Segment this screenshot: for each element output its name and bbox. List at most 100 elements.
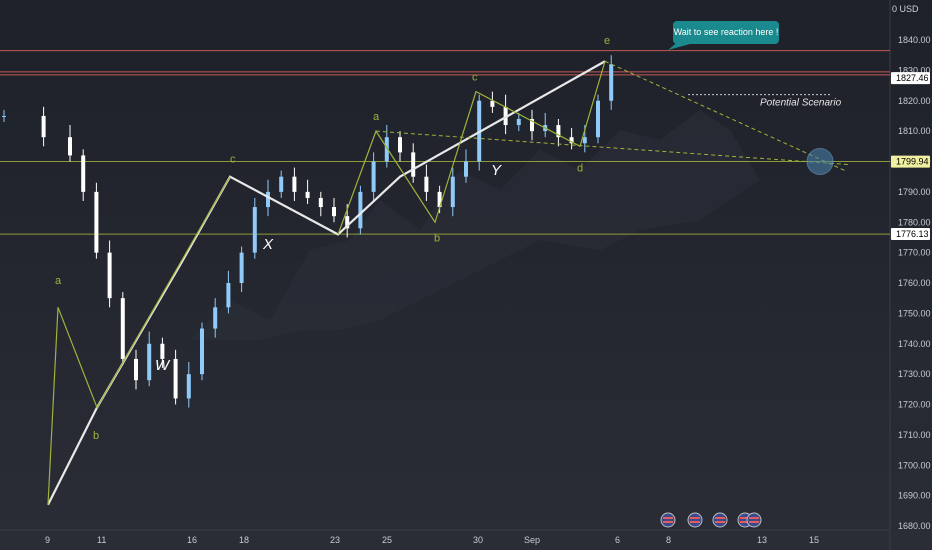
candle-body [411,152,416,177]
currency-label: 0 USD [892,4,919,14]
subwave-line-w [47,176,231,505]
x-tick-label: 30 [473,535,483,545]
wave-label: a [55,275,62,287]
candle-body [437,191,442,208]
candle-body [464,161,468,177]
triangle-upper-line [604,60,846,172]
candle-body [384,137,389,162]
candle-body [173,358,178,399]
subwave-line-y [337,61,606,235]
candle-body [200,328,204,375]
y-tick-label: 1730.00 [898,369,931,379]
x-tick-label: 13 [757,535,767,545]
candle-body [147,343,152,381]
candle-body [252,207,257,253]
candle-body [332,207,336,217]
wave-label: b [434,232,440,244]
candle-body [266,191,270,208]
price-tag [891,228,930,241]
wave-label: d [577,163,583,175]
y-tick-label: 1680.00 [898,521,931,531]
candle-body [186,374,191,399]
candle-body [596,100,600,138]
candle-body [94,191,99,253]
candle-body [2,115,6,117]
candle-body [41,115,46,138]
candle-body [398,137,402,153]
scenario-label: Potential Scenario [760,97,842,108]
price-tag-label: 1827.46 [896,73,929,83]
candle-body [107,252,112,299]
y-tick-label: 1710.00 [898,430,931,440]
y-tick-label: 1840.00 [898,35,931,45]
price-tag-label: 1776.13 [896,229,929,239]
candle-body [134,358,138,381]
candle-body [345,216,350,229]
y-tick-label: 1810.00 [898,126,931,136]
event-flag-icon[interactable] [660,512,676,528]
candle-body [371,161,376,192]
candle-body [490,100,495,107]
x-tick-label: 16 [187,535,197,545]
price-tag [891,155,930,168]
event-flag-icon[interactable] [746,512,762,528]
wave-label: a [373,111,380,123]
x-tick-label: 25 [382,535,392,545]
candle-body [68,137,72,156]
candle-body [305,191,310,198]
candle-body [530,118,534,132]
y-tick-label: 1720.00 [898,400,931,410]
degree-label: X [262,236,274,253]
x-tick-label: 6 [615,535,620,545]
y-tick-label: 1690.00 [898,491,931,501]
y-tick-label: 1740.00 [898,339,931,349]
candle-body [582,137,587,144]
background-silhouette [190,110,760,340]
y-tick-label: 1750.00 [898,308,931,318]
y-tick-label: 1770.00 [898,248,931,258]
candle-body [556,125,561,138]
candle-body [609,64,614,101]
candle-body [503,106,508,126]
candle-body [569,137,574,144]
y-tick-label: 1790.00 [898,187,931,197]
candle-body [424,176,429,192]
callout-note: Wait to see reaction here ! [673,21,779,44]
y-tick-label: 1780.00 [898,217,931,227]
candle-body [213,307,218,329]
wave-label: c [472,71,478,83]
candle-body [450,176,455,208]
x-tick-label: 8 [666,535,671,545]
candle-body [120,298,125,359]
target-circle [806,148,834,175]
wave-label: b [93,430,99,442]
y-tick-label: 1760.00 [898,278,931,288]
degree-label: Y [491,162,502,179]
x-tick-label: 23 [330,535,340,545]
x-tick-label: Sep [524,535,540,545]
candle-body [358,191,363,229]
candle-body [239,252,244,283]
candle-body [226,283,231,308]
x-tick-label: 9 [45,535,50,545]
candle-body [292,176,297,192]
degree-label: W [155,357,171,374]
x-tick-label: 18 [239,535,249,545]
triangle-lower-line [375,130,849,166]
candle-body [318,197,323,208]
wave-label: c [230,153,236,165]
price-tag [891,72,930,85]
y-tick-label: 1700.00 [898,460,931,470]
wave-label: e [604,35,610,47]
candle-body [160,343,165,359]
candle-body [279,176,284,192]
y-tick-label: 1820.00 [898,96,931,106]
x-tick-label: 11 [97,535,106,545]
x-tick-label: 15 [809,535,819,545]
event-flag-icon[interactable] [687,512,703,528]
event-flag-icon[interactable] [712,512,728,528]
y-tick-label: 1830.00 [898,65,931,75]
price-tag-label: 1799.94 [896,157,929,167]
